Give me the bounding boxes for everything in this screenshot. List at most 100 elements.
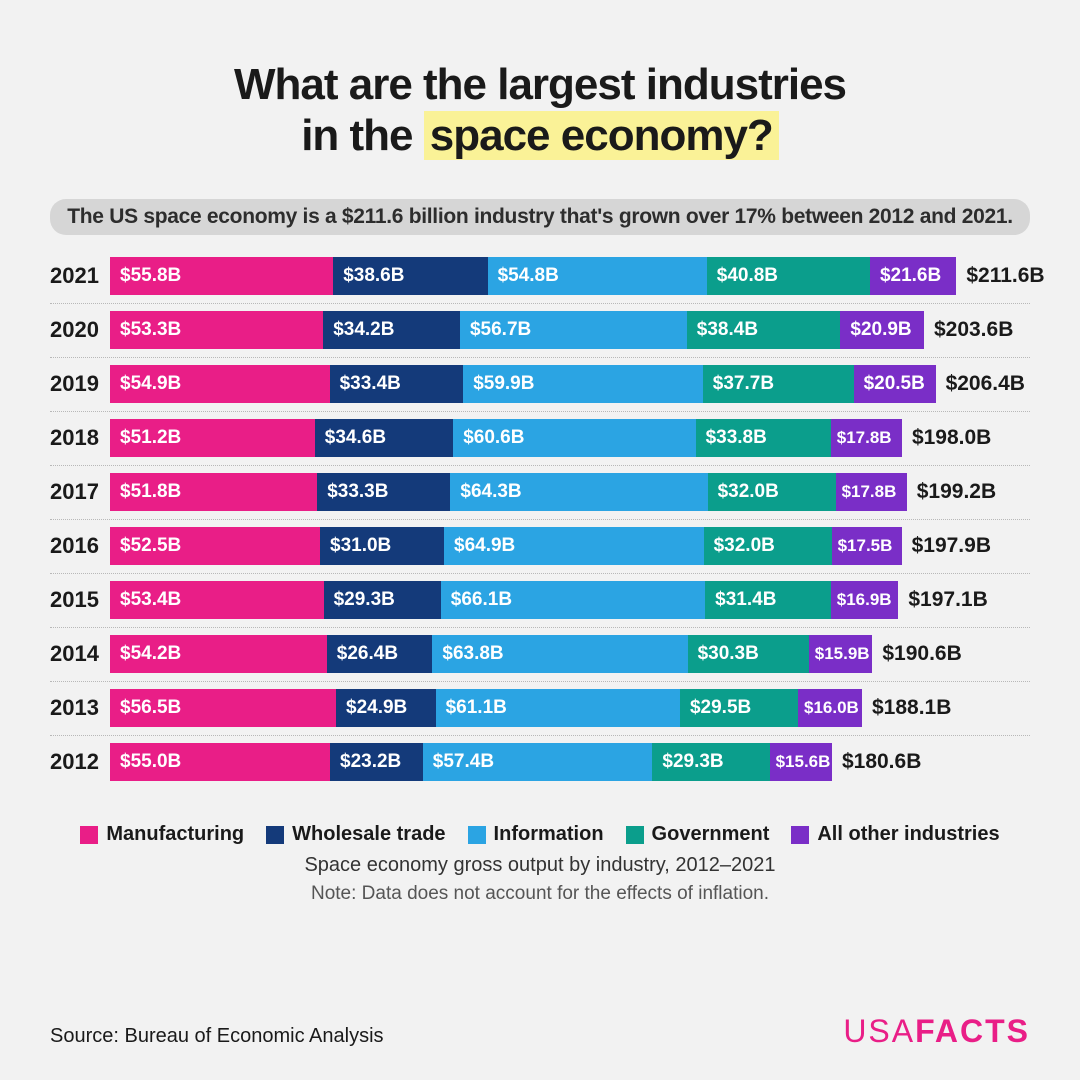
segment-other: $17.5B	[832, 527, 902, 565]
row-total: $180.6B	[842, 750, 921, 774]
bar-stack: $54.2B$26.4B$63.8B$30.3B$15.9B	[110, 635, 872, 673]
segment-manufacturing: $55.8B	[110, 257, 333, 295]
segment-wholesale: $34.6B	[315, 419, 453, 457]
chart-row: 2020$53.3B$34.2B$56.7B$38.4B$20.9B $203.6…	[50, 303, 1030, 357]
segment-government: $38.4B	[687, 311, 841, 349]
segment-wholesale: $33.4B	[330, 365, 464, 403]
bar-stack: $53.3B$34.2B$56.7B$38.4B$20.9B	[110, 311, 924, 349]
segment-information: $64.3B	[450, 473, 707, 511]
footer: Source: Bureau of Economic Analysis USAF…	[50, 1013, 1030, 1050]
legend-swatch	[266, 826, 284, 844]
legend-label: All other industries	[817, 823, 999, 846]
summary-banner: The US space economy is a $211.6 billion…	[50, 199, 1030, 235]
segment-wholesale: $38.6B	[333, 257, 487, 295]
title-line-2a: in the	[301, 111, 424, 160]
title: What are the largest industries in the s…	[50, 60, 1030, 161]
year-label: 2014	[50, 641, 110, 667]
chart-row: 2019$54.9B$33.4B$59.9B$37.7B$20.5B$206.4…	[50, 357, 1030, 411]
legend-label: Manufacturing	[106, 823, 244, 846]
row-total: $188.1B	[872, 696, 951, 720]
legend-swatch	[468, 826, 486, 844]
row-total: $197.1B	[908, 588, 987, 612]
segment-manufacturing: $51.2B	[110, 419, 315, 457]
source-text: Source: Bureau of Economic Analysis	[50, 1025, 384, 1048]
legend: Manufacturing Wholesale trade Information G…	[50, 823, 1030, 846]
logo-usa: USA	[843, 1013, 915, 1049]
segment-government: $29.5B	[680, 689, 798, 727]
year-label: 2021	[50, 263, 110, 289]
chart-row: 2015$53.4B$29.3B$66.1B$31.4B$16.9B$197.1…	[50, 573, 1030, 627]
bar-stack: $53.4B$29.3B$66.1B$31.4B$16.9B	[110, 581, 898, 619]
segment-government: $32.0B	[708, 473, 836, 511]
segment-other: $20.9B	[840, 311, 924, 349]
segment-wholesale: $31.0B	[320, 527, 444, 565]
row-total: $190.6B	[882, 642, 961, 666]
segment-information: $56.7B	[460, 311, 687, 349]
segment-manufacturing: $56.5B	[110, 689, 336, 727]
legend-item-manufacturing: Manufacturing	[80, 823, 244, 846]
year-label: 2016	[50, 533, 110, 559]
logo-facts: FACTS	[915, 1013, 1030, 1049]
chart-subtitle: Space economy gross output by industry, …	[50, 854, 1030, 877]
legend-swatch	[791, 826, 809, 844]
bar-stack: $52.5B$31.0B$64.9B$32.0B$17.5B	[110, 527, 902, 565]
chart-note: Note: Data does not account for the effe…	[50, 883, 1030, 905]
segment-government: $30.3B	[688, 635, 809, 673]
row-total: $197.9B	[912, 534, 991, 558]
legend-label: Wholesale trade	[292, 823, 445, 846]
bar-stack: $55.8B$38.6B$54.8B$40.8B$21.6B	[110, 257, 956, 295]
segment-manufacturing: $55.0B	[110, 743, 330, 781]
segment-other: $20.5B	[854, 365, 936, 403]
year-label: 2017	[50, 479, 110, 505]
segment-wholesale: $29.3B	[324, 581, 441, 619]
bar-stack: $51.8B$33.3B$64.3B$32.0B$17.8B	[110, 473, 907, 511]
legend-swatch	[80, 826, 98, 844]
segment-information: $54.8B	[488, 257, 707, 295]
segment-government: $31.4B	[705, 581, 831, 619]
segment-wholesale: $33.3B	[317, 473, 450, 511]
bar-stack: $55.0B$23.2B$57.4B$29.3B$15.6B	[110, 743, 832, 781]
segment-information: $66.1B	[441, 581, 705, 619]
segment-information: $64.9B	[444, 527, 704, 565]
segment-wholesale: $24.9B	[336, 689, 436, 727]
year-label: 2012	[50, 749, 110, 775]
row-total: $198.0B	[912, 426, 991, 450]
chart-row: 2016$52.5B$31.0B$64.9B$32.0B$17.5B $197.9…	[50, 519, 1030, 573]
stacked-bar-chart: 2021$55.8B$38.6B$54.8B$40.8B$21.6B$211.6…	[50, 249, 1030, 789]
chart-row: 2018$51.2B$34.6B$60.6B$33.8B$17.8B $198.0…	[50, 411, 1030, 465]
segment-government: $37.7B	[703, 365, 854, 403]
segment-information: $63.8B	[432, 635, 687, 673]
row-total: $203.6B	[934, 318, 1013, 342]
row-total: $199.2B	[917, 480, 996, 504]
segment-manufacturing: $53.4B	[110, 581, 324, 619]
segment-government: $29.3B	[652, 743, 769, 781]
segment-wholesale: $34.2B	[323, 311, 460, 349]
segment-manufacturing: $52.5B	[110, 527, 320, 565]
infographic-page: What are the largest industries in the s…	[0, 0, 1080, 1080]
year-label: 2020	[50, 317, 110, 343]
legend-item-government: Government	[626, 823, 770, 846]
segment-other: $16.9B	[831, 581, 899, 619]
row-total: $211.6B	[966, 264, 1044, 288]
title-highlight: space economy?	[424, 111, 779, 160]
chart-row: 2021$55.8B$38.6B$54.8B$40.8B$21.6B$211.6…	[50, 249, 1030, 303]
segment-manufacturing: $51.8B	[110, 473, 317, 511]
segment-government: $32.0B	[704, 527, 832, 565]
segment-information: $61.1B	[436, 689, 680, 727]
segment-government: $33.8B	[696, 419, 831, 457]
usafacts-logo: USAFACTS	[843, 1013, 1030, 1050]
bar-stack: $51.2B$34.6B$60.6B$33.8B$17.8B	[110, 419, 902, 457]
segment-government: $40.8B	[707, 257, 870, 295]
legend-swatch	[626, 826, 644, 844]
segment-manufacturing: $54.9B	[110, 365, 330, 403]
year-label: 2013	[50, 695, 110, 721]
year-label: 2019	[50, 371, 110, 397]
segment-other: $15.9B	[809, 635, 873, 673]
year-label: 2018	[50, 425, 110, 451]
chart-row: 2017$51.8B$33.3B$64.3B$32.0B$17.8B $199.2…	[50, 465, 1030, 519]
segment-other: $15.6B	[770, 743, 832, 781]
segment-other: $17.8B	[831, 419, 902, 457]
segment-information: $59.9B	[463, 365, 703, 403]
bar-stack: $54.9B$33.4B$59.9B$37.7B$20.5B	[110, 365, 936, 403]
legend-item-information: Information	[468, 823, 604, 846]
